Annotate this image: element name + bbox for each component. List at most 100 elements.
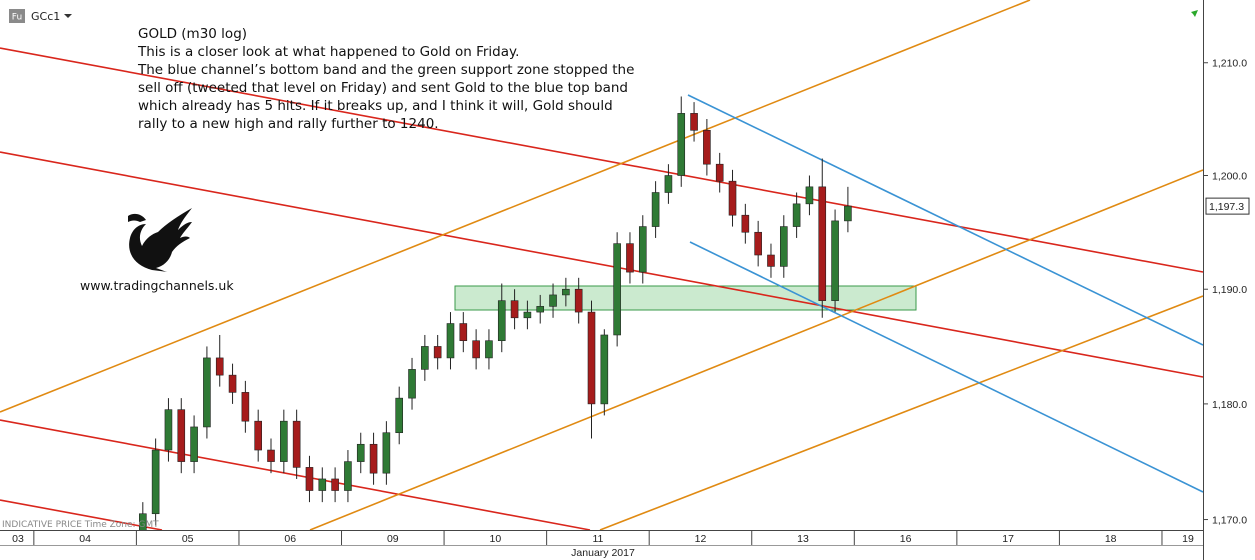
y-tick-label: 1,180.0 — [1212, 399, 1247, 411]
candle-body — [459, 323, 468, 342]
candle-body — [485, 340, 493, 359]
candle-body — [241, 392, 250, 422]
x-tick-label: 03 — [12, 533, 24, 545]
x-tick-label: 19 — [1182, 533, 1194, 545]
x-tick-label: 10 — [490, 533, 502, 545]
x-axis-title: January 2017 — [571, 547, 635, 559]
candle-body — [767, 254, 775, 267]
candle-body — [151, 449, 160, 515]
last-price-box — [1205, 197, 1250, 215]
candle-body — [446, 323, 455, 359]
candle-body — [562, 288, 570, 296]
candle-body — [433, 346, 442, 359]
candle-body — [741, 214, 750, 233]
annotation-line: which already has 5 hits. If it breaks u… — [138, 98, 613, 114]
candle-body — [651, 192, 660, 227]
candles — [139, 96, 852, 555]
candle-body — [690, 113, 698, 131]
x-tick-label: 04 — [79, 533, 91, 545]
candle-body — [626, 243, 634, 273]
candle-body — [203, 357, 211, 428]
candle-body — [382, 432, 391, 474]
y-tick-label: 1,190.0 — [1212, 284, 1247, 296]
candle-body — [703, 129, 711, 165]
candle-body — [587, 311, 596, 405]
candle-body — [779, 226, 788, 267]
candle-body — [305, 467, 314, 491]
candle-body — [356, 443, 365, 462]
footer-note: INDICATIVE PRICE Time Zone: GMT — [2, 520, 159, 530]
orange-channel-line — [0, 0, 1031, 413]
symbol-badge-box — [9, 9, 25, 23]
candle-body — [574, 288, 583, 313]
candle-body — [715, 163, 724, 182]
y-tick-label: 1,200.0 — [1212, 171, 1247, 183]
candle-body — [664, 175, 673, 193]
support-zone — [454, 285, 917, 311]
candle-body — [472, 340, 480, 359]
symbol-badge: Fu — [12, 13, 22, 23]
orange-channel-line — [309, 169, 1204, 531]
candle-body — [292, 420, 301, 468]
x-tick-label: 05 — [182, 533, 194, 545]
candle-body — [395, 397, 404, 434]
candle-body — [536, 306, 545, 313]
x-tick-label: 11 — [592, 533, 603, 545]
orange-channel-line — [599, 295, 1204, 531]
candle-body — [164, 409, 173, 451]
last-price-label: 1,197.3 — [1209, 201, 1244, 213]
x-tick-label: 09 — [387, 533, 399, 545]
candle-body — [190, 426, 198, 462]
x-tick-label: 16 — [900, 533, 912, 545]
candle-body — [254, 420, 262, 451]
candle-body — [177, 409, 186, 462]
chart-title: GOLD (m30 log) — [138, 26, 247, 42]
annotation-line: rally to a new high and rally further to… — [138, 116, 439, 132]
x-tick-label: 12 — [695, 533, 707, 545]
candle-body — [549, 294, 557, 307]
candle-body — [818, 186, 827, 301]
candle-body — [844, 205, 852, 222]
candle-body — [613, 243, 621, 336]
candle-body — [805, 186, 814, 205]
website: www.tradingchannels.uk — [80, 278, 234, 293]
candle-body — [215, 357, 224, 376]
candle-body — [267, 449, 275, 462]
candle-body — [728, 180, 737, 216]
blue-channel-line — [689, 241, 1204, 493]
candle-body — [344, 461, 352, 491]
candle-body — [523, 311, 532, 319]
blue-channel-line — [687, 94, 1204, 346]
candle-body — [497, 300, 506, 342]
x-tick-label: 06 — [284, 533, 296, 545]
symbol-dropdown[interactable] — [64, 14, 72, 18]
logo-head — [128, 213, 146, 222]
candle-body — [677, 113, 686, 176]
red-channel-line — [0, 499, 163, 531]
candle-body — [228, 374, 237, 393]
x-tick-label: 17 — [1002, 533, 1014, 545]
x-tick-label: 13 — [797, 533, 809, 545]
candle-body — [408, 369, 416, 399]
y-tick-label: 1,210.0 — [1212, 58, 1247, 70]
annotation-line: This is a closer look at what happened t… — [137, 44, 519, 60]
candle-body — [831, 220, 839, 301]
red-channel-line — [0, 419, 591, 531]
annotation-line: sell off (tweeted that level on Friday) … — [138, 80, 628, 96]
candle-body — [638, 226, 647, 273]
red-channel-line — [0, 47, 1204, 273]
candle-body — [369, 443, 378, 474]
candle-body — [600, 334, 609, 405]
red-channel-line — [0, 151, 1204, 378]
y-tick-label: 1,170.0 — [1212, 515, 1247, 527]
candle-body — [754, 231, 762, 256]
candle-body — [318, 478, 327, 491]
candle-body — [280, 420, 288, 462]
candle-body — [510, 300, 519, 319]
candle-body — [331, 478, 339, 491]
symbol[interactable]: GCc1 — [31, 10, 60, 23]
candle-body — [421, 346, 429, 370]
logo — [128, 208, 192, 272]
